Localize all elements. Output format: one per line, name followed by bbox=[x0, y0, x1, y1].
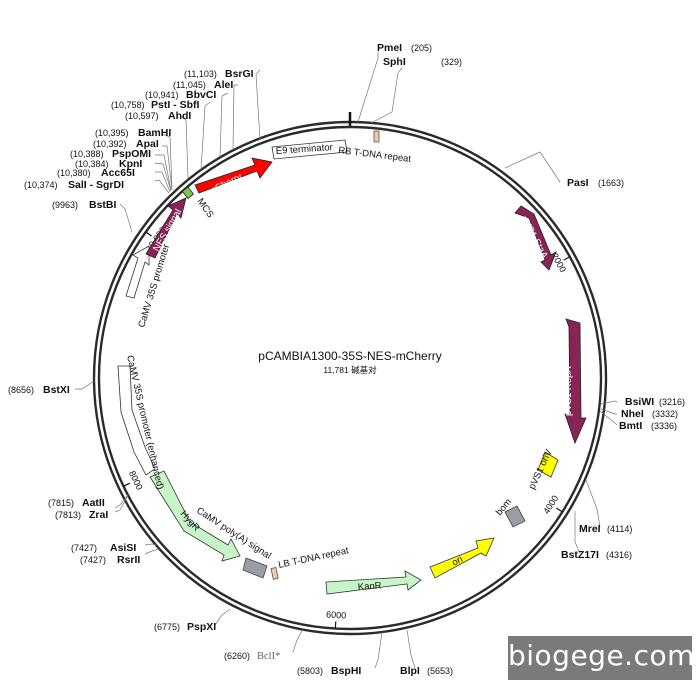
plasmid-size: 11,781 碱基对 bbox=[323, 365, 377, 375]
site-mrei-name: MreI bbox=[579, 523, 601, 535]
label-rb-tdna-repeat: RB T-DNA repeat bbox=[338, 145, 412, 165]
site-kpni-pos: (10,384) bbox=[75, 159, 109, 169]
feature-ori bbox=[429, 537, 495, 579]
site-pspxi-name: PspXI bbox=[187, 621, 216, 633]
site-sali-name: SalI - SgrDI bbox=[68, 179, 124, 191]
feature-lb-tdna-repeat bbox=[270, 567, 279, 580]
label-kanr: KanR bbox=[357, 580, 382, 593]
site-pspxi-pos: (6775) bbox=[154, 622, 180, 632]
feature-pvs1-oriv bbox=[537, 451, 559, 478]
site-acc65i-pos: (10,380) bbox=[57, 168, 91, 178]
site-sali-pos: (10,374) bbox=[24, 180, 58, 190]
watermark-text: biogege.com bbox=[508, 639, 695, 672]
site-pmei-pos: (205) bbox=[411, 43, 432, 53]
site-pspomi-pos: (10,388) bbox=[70, 149, 104, 159]
watermark-box: biogege.com bbox=[508, 636, 695, 680]
site-bsiwi-name: BsiWI bbox=[625, 396, 654, 408]
label-pvs1-repa: pVS1 RepA bbox=[563, 366, 574, 416]
feature-rb-tdna-repeat bbox=[373, 130, 380, 143]
site-labels: PmeI (205) SphI (329) PasI (1663) BsiWI … bbox=[8, 42, 685, 677]
site-bstxi-pos: (8656) bbox=[8, 385, 34, 395]
site-rsrii-pos: (7427) bbox=[80, 555, 106, 565]
site-bstbi-pos: (9963) bbox=[52, 200, 78, 210]
site-pspomi-name: PspOMI bbox=[112, 148, 151, 160]
site-pmei-name: PmeI bbox=[377, 42, 402, 54]
site-alei-pos: (11,045) bbox=[173, 80, 206, 90]
site-rsrii-name: RsrII bbox=[117, 554, 140, 566]
site-bsphi-pos: (5803) bbox=[297, 666, 323, 676]
site-sphi-pos: (329) bbox=[441, 57, 462, 67]
site-blpi-name: BlpI bbox=[400, 665, 420, 677]
site-bsphi-name: BspHI bbox=[331, 665, 361, 677]
scale-ticks: 200040006000800010,000 bbox=[123, 225, 571, 629]
scale-tick-label: 8000 bbox=[127, 469, 145, 491]
site-pasi-name: PasI bbox=[567, 177, 589, 189]
scale-tick bbox=[123, 482, 131, 487]
site-kpni-name: KpnI bbox=[119, 158, 142, 170]
site-sphi-name: SphI bbox=[383, 56, 406, 68]
site-bcli-name: BclI* bbox=[257, 651, 280, 662]
site-bstbi-name: BstBI bbox=[89, 199, 117, 211]
feature-kanr bbox=[325, 570, 422, 595]
site-bamhi-pos: (10,395) bbox=[95, 128, 129, 138]
feature-e9-terminator bbox=[271, 139, 348, 160]
label-lb-tdna-repeat: LB T-DNA repeat bbox=[277, 545, 350, 571]
backbone bbox=[92, 112, 608, 636]
site-bstxi-name: BstXI bbox=[43, 384, 70, 396]
site-aatii-name: AatII bbox=[82, 497, 105, 509]
site-bstz17i-pos: (4316) bbox=[606, 550, 632, 560]
scale-tick bbox=[145, 231, 152, 237]
label-e9-terminator: E9 terminator bbox=[275, 142, 333, 157]
site-pasi-pos: (1663) bbox=[598, 178, 624, 188]
plasmid-title: pCAMBIA1300-35S-NES-mCherry bbox=[258, 349, 441, 363]
site-nhei-name: NheI bbox=[621, 408, 644, 420]
scale-tick-label: 4000 bbox=[541, 493, 560, 515]
site-asisi-pos: (7427) bbox=[71, 543, 97, 553]
site-mrei-pos: (4114) bbox=[607, 524, 632, 534]
site-apai-name: ApaI bbox=[136, 138, 159, 150]
site-ahdi-name: AhdI bbox=[168, 110, 191, 122]
site-asisi-name: AsiSI bbox=[110, 542, 136, 554]
feature-mcs bbox=[181, 186, 195, 199]
feature-nes-signal bbox=[145, 197, 187, 259]
site-acc65i-name: Acc65I bbox=[101, 167, 135, 179]
label-ori: ori bbox=[450, 554, 464, 569]
feature-mcherry bbox=[194, 157, 273, 194]
site-leaders bbox=[75, 52, 618, 669]
scale-tick bbox=[563, 256, 571, 261]
site-aatii-pos: (7815) bbox=[48, 498, 74, 508]
site-alei-name: AleI bbox=[214, 79, 233, 91]
scale-tick-label: 6000 bbox=[326, 609, 347, 620]
site-zrai-pos: (7813) bbox=[55, 510, 81, 520]
site-bbvci-pos: (10,941) bbox=[145, 90, 179, 100]
label-mcs: MCS bbox=[195, 196, 216, 220]
site-blpi-pos: (5653) bbox=[427, 666, 453, 676]
site-ahdi-pos: (10,597) bbox=[125, 111, 159, 121]
site-bsiwi-pos: (3216) bbox=[659, 397, 685, 407]
site-psti-name: PstI - SbfI bbox=[151, 99, 200, 111]
map-center: pCAMBIA1300-35S-NES-mCherry 11,781 碱基对 bbox=[258, 349, 441, 375]
scale-tick bbox=[556, 507, 563, 513]
features bbox=[117, 130, 587, 595]
site-nhei-pos: (3332) bbox=[652, 409, 678, 419]
feature-pvs1-staa bbox=[514, 205, 557, 271]
feature-camv-polya bbox=[242, 557, 268, 579]
site-bstz17i-name: BstZ17I bbox=[561, 549, 599, 561]
site-bsrgi-pos: (11,103) bbox=[184, 69, 217, 79]
site-bcli-pos: (6260) bbox=[224, 651, 250, 661]
feature-bom bbox=[504, 505, 526, 528]
feature-hygr bbox=[149, 470, 241, 562]
site-bbvci-name: BbvCI bbox=[186, 89, 216, 101]
site-bmti-pos: (3336) bbox=[651, 421, 677, 431]
feature-pvs1-repa bbox=[564, 318, 587, 445]
site-zrai-name: ZraI bbox=[89, 509, 108, 521]
site-bsrgi-name: BsrGI bbox=[225, 68, 254, 80]
feature-camv35s bbox=[125, 245, 150, 299]
site-bamhi-name: BamHI bbox=[138, 127, 171, 139]
feature-camv35s-enhanced bbox=[117, 365, 156, 476]
site-bmti-name: BmtI bbox=[619, 420, 642, 432]
site-apai-pos: (10,392) bbox=[93, 139, 127, 149]
site-psti-pos: (10,758) bbox=[111, 100, 145, 110]
